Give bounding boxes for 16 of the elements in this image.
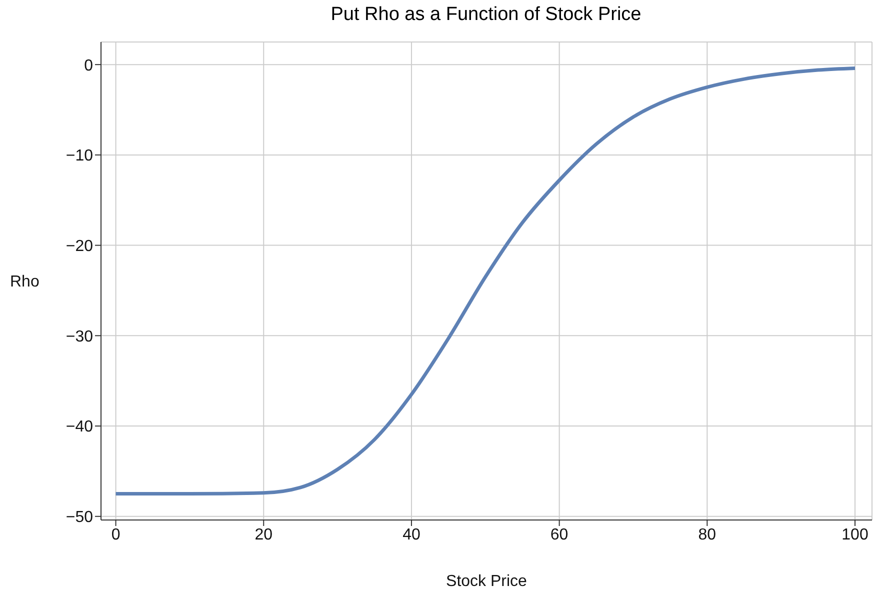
x-tick-label: 60 (550, 526, 568, 544)
x-tick-label: 20 (254, 526, 273, 544)
y-tick-label: −50 (66, 509, 94, 526)
x-axis-title: Stock Price (446, 573, 528, 590)
y-tick-label: −10 (66, 148, 94, 165)
line-series (114, 66, 857, 496)
y-axis-title: Rho (10, 274, 40, 291)
chart-title: Put Rho as a Function of Stock Price (330, 4, 642, 26)
y-tick-label: −20 (66, 238, 94, 255)
y-tick-label: 0 (84, 57, 94, 74)
x-tick-label: 100 (842, 526, 868, 544)
x-tick-label: 40 (402, 526, 420, 544)
x-tick-label: 80 (698, 526, 716, 544)
y-tick-label: −40 (66, 418, 94, 436)
y-tick-label: −30 (66, 328, 94, 346)
x-tick-label: 0 (111, 526, 120, 544)
